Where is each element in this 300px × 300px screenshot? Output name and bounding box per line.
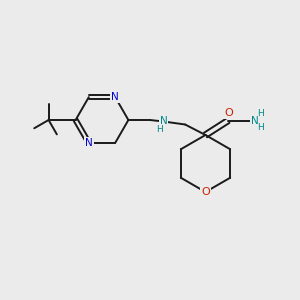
- Text: N: N: [251, 116, 259, 126]
- Text: N: N: [160, 116, 167, 127]
- Text: H: H: [257, 123, 264, 132]
- Text: N: N: [85, 138, 93, 148]
- Text: H: H: [257, 110, 264, 118]
- Text: N: N: [111, 92, 119, 102]
- Text: O: O: [224, 108, 233, 118]
- Text: H: H: [156, 125, 163, 134]
- Text: O: O: [201, 187, 210, 197]
